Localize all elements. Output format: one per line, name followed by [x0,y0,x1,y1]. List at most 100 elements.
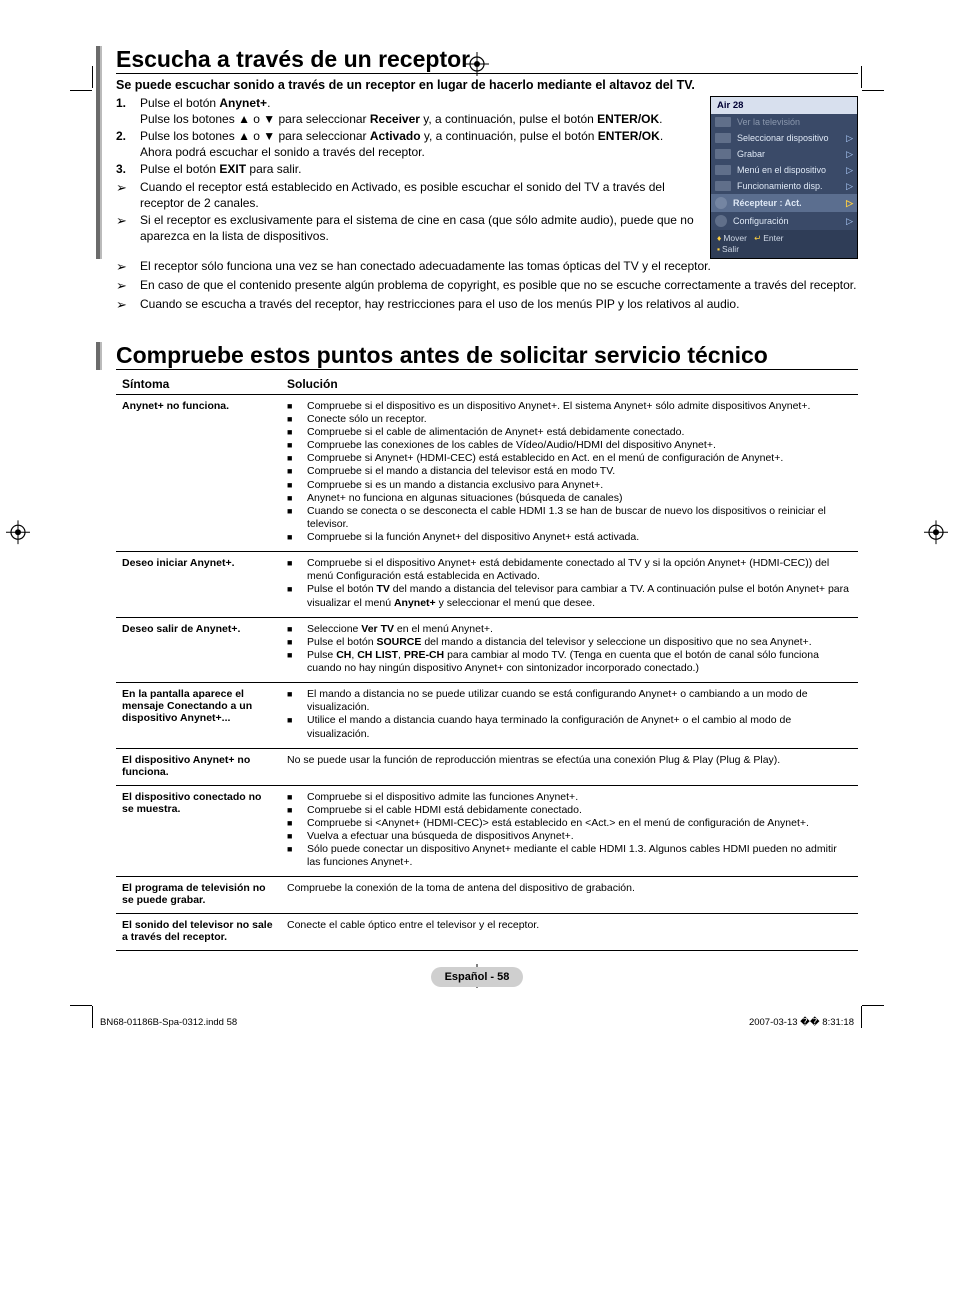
section2-title: Compruebe estos puntos antes de solicita… [116,342,858,370]
menu-item-label: Configuración [733,216,789,226]
solution-text: Pulse el botón TV del mando a distancia … [307,583,852,609]
symptom-cell: Deseo salir de Anynet+. [116,617,281,683]
table-row: El programa de televisión no se puede gr… [116,877,858,914]
crop-mark [861,1006,862,1028]
solution-text: Compruebe si el cable de alimentación de… [307,426,852,439]
step-text: Pulse el botón EXIT para salir. [140,162,698,178]
page-number-label: Español - 58 [431,967,524,987]
bullet-icon: ■ [287,492,307,505]
solution-cell: ■Compruebe si el dispositivo admite las … [281,785,858,877]
table-row: En la pantalla aparece el mensaje Conect… [116,683,858,749]
menu-item-label: Seleccionar dispositivo [737,133,829,143]
section-accent-bar [96,46,102,259]
osd-menu-item: Seleccionar dispositivo ▷ [711,130,857,146]
symptom-cell: El dispositivo conectado no se muestra. [116,785,281,877]
enter-icon: ↵ [754,233,761,243]
section1-body: 1.Pulse el botón Anynet+.Pulse los boton… [116,96,698,246]
crop-mark [862,1005,884,1006]
osd-menu-panel: Air 28 Ver la televisiónSeleccionar disp… [710,96,858,259]
bullet-icon: ■ [287,817,307,830]
section1-title: Escucha a través de un receptor [116,46,858,74]
solution-cell: ■Seleccione Ver TV en el menú Anynet+.■P… [281,617,858,683]
menu-item-icon [715,165,731,175]
arrow-icon: ➢ [116,278,140,295]
solution-text: Pulse CH, CH LIST, PRE-CH para cambiar a… [307,649,852,675]
osd-menu-item: Récepteur : Act.▷ [711,194,857,212]
osd-menu-footer: ♦Mover ↵Enter ▪Salir [711,230,857,258]
osd-menu-item: Ver la televisión [711,114,857,130]
menu-item-label: Funcionamiento disp. [737,181,823,191]
solution-cell: Conecte el cable óptico entre el televis… [281,914,858,951]
symptom-cell: El programa de televisión no se puede gr… [116,877,281,914]
solution-text: Compruebe si Anynet+ (HDMI-CEC) está est… [307,452,852,465]
solution-text: Compruebe las conexiones de los cables d… [307,439,852,452]
table-row: El sonido del televisor no sale a través… [116,914,858,951]
bullet-icon: ■ [287,531,307,544]
menu-item-icon [715,181,731,191]
solution-text: El mando a distancia no se puede utiliza… [307,688,852,714]
chevron-right-icon: ▷ [846,133,853,144]
menu-item-label: Menú en el dispositivo [737,165,826,175]
bullet-icon: ■ [287,439,307,452]
note-text: Si el receptor es exclusivamente para el… [140,213,698,244]
bullet-icon: ■ [287,583,307,609]
osd-menu-item: Grabar▷ [711,146,857,162]
bullet-icon: ■ [287,623,307,636]
table-row: El dispositivo Anynet+ no funciona.No se… [116,748,858,785]
solution-text: Conecte sólo un receptor. [307,413,852,426]
symptom-cell: El dispositivo Anynet+ no funciona. [116,748,281,785]
symptom-cell: Anynet+ no funciona. [116,394,281,551]
menu-item-icon [715,215,727,227]
solution-text: Compruebe si el dispositivo es un dispos… [307,400,852,413]
chevron-right-icon: ▷ [846,216,853,227]
section-accent-bar [96,342,102,370]
bullet-icon: ■ [287,505,307,531]
bullet-icon: ■ [287,557,307,583]
footer-enter: Enter [763,233,783,243]
crop-mark [92,1006,93,1028]
solution-text: Anynet+ no funciona en algunas situacion… [307,492,852,505]
menu-item-icon [715,117,731,127]
menu-item-icon [715,197,727,209]
troubleshoot-table: Síntoma Solución Anynet+ no funciona.■Co… [116,374,858,952]
bullet-icon: ■ [287,688,307,714]
section1-subheading: Se puede escuchar sonido a través de un … [116,78,858,92]
solution-text: Compruebe si el mando a distancia del te… [307,465,852,478]
page-content: Escucha a través de un receptor Se puede… [96,46,858,1028]
bullet-icon: ■ [287,830,307,843]
crop-mark [861,66,862,88]
source-file: BN68-01186B-Spa-0312.indd 58 [100,1017,237,1028]
note-text: Cuando el receptor está establecido en A… [140,180,698,211]
note-text: El receptor sólo funciona una vez se han… [140,259,858,276]
symptom-cell: El sonido del televisor no sale a través… [116,914,281,951]
solution-text: Compruebe si el dispositivo Anynet+ está… [307,557,852,583]
table-row: Deseo salir de Anynet+.■Seleccione Ver T… [116,617,858,683]
solution-cell: Compruebe la conexión de la toma de ante… [281,877,858,914]
menu-item-label: Grabar [737,149,765,159]
osd-menu-item: Configuración ▷ [711,212,857,230]
arrow-icon: ➢ [116,259,140,276]
bullet-icon: ■ [287,452,307,465]
menu-item-label: Récepteur : Act. [733,198,802,208]
symptom-cell: Deseo iniciar Anynet+. [116,552,281,618]
step-text: Pulse los botones ▲ o ▼ para seleccionar… [140,129,698,160]
solution-text: Utilice el mando a distancia cuando haya… [307,714,852,740]
step-number: 2. [116,129,140,160]
solution-text: Sólo puede conectar un dispositivo Anyne… [307,843,852,869]
solution-text: Compruebe si la función Anynet+ del disp… [307,531,852,544]
solution-text: Cuando se conecta o se desconecta el cab… [307,505,852,531]
arrow-icon: ➢ [116,213,140,244]
steps-list: 1.Pulse el botón Anynet+.Pulse los boton… [116,96,698,178]
print-timestamp: 2007-03-13 �� 8:31:18 [749,1017,854,1028]
notes-narrow: ➢Cuando el receptor está establecido en … [116,180,698,244]
solution-text: Compruebe si <Anynet+ (HDMI-CEC)> está e… [307,817,852,830]
bullet-icon: ■ [287,843,307,869]
bullet-icon: ■ [287,649,307,675]
footer-move: Mover [723,233,747,243]
step-text: Pulse el botón Anynet+.Pulse los botones… [140,96,698,127]
menu-item-icon [715,133,731,143]
note-text: En caso de que el contenido presente alg… [140,278,858,295]
step-number: 1. [116,96,140,127]
osd-menu-title: Air 28 [711,97,857,114]
crop-mark [70,1005,92,1006]
